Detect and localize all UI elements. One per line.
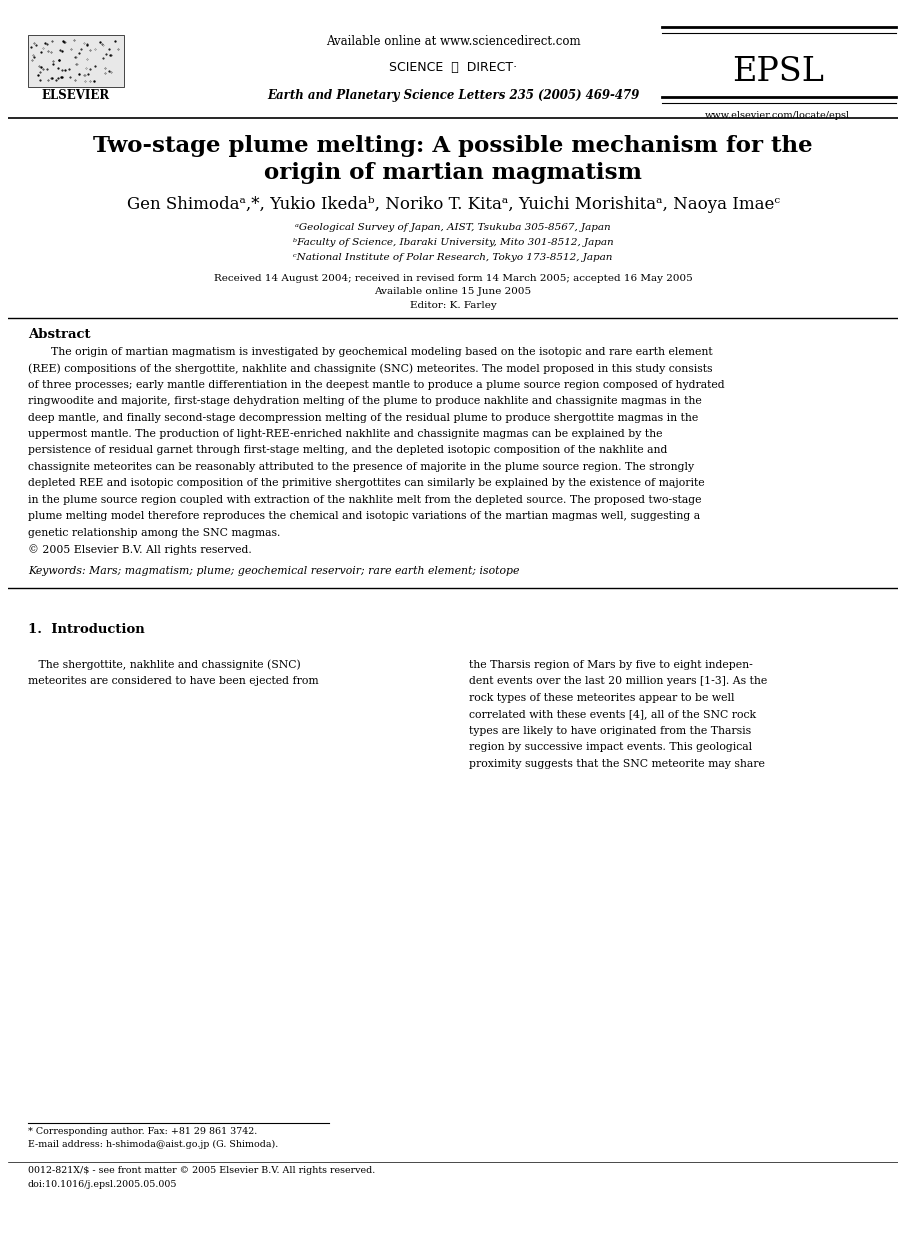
Text: region by successive impact events. This geological: region by successive impact events. This… — [469, 742, 752, 751]
Text: The origin of martian magmatism is investigated by geochemical modeling based on: The origin of martian magmatism is inves… — [51, 347, 713, 357]
Text: meteorites are considered to have been ejected from: meteorites are considered to have been e… — [28, 676, 318, 686]
Text: of three processes; early mantle differentiation in the deepest mantle to produc: of three processes; early mantle differe… — [28, 380, 725, 390]
Text: Editor: K. Farley: Editor: K. Farley — [410, 301, 496, 310]
Text: Available online at www.sciencedirect.com: Available online at www.sciencedirect.co… — [326, 35, 580, 48]
Text: in the plume source region coupled with extraction of the nakhlite melt from the: in the plume source region coupled with … — [28, 495, 701, 505]
Text: uppermost mantle. The production of light-REE-enriched nakhlite and chassignite : uppermost mantle. The production of ligh… — [28, 430, 662, 439]
Text: 0012-821X/$ - see front matter © 2005 Elsevier B.V. All rights reserved.: 0012-821X/$ - see front matter © 2005 El… — [28, 1166, 375, 1175]
Text: correlated with these events [4], all of the SNC rock: correlated with these events [4], all of… — [469, 709, 756, 719]
Text: ᶜNational Institute of Polar Research, Tokyo 173-8512, Japan: ᶜNational Institute of Polar Research, T… — [293, 253, 613, 261]
Text: E-mail address: h-shimoda@aist.go.jp (G. Shimoda).: E-mail address: h-shimoda@aist.go.jp (G.… — [28, 1140, 278, 1149]
Text: genetic relationship among the SNC magmas.: genetic relationship among the SNC magma… — [28, 527, 280, 537]
Text: www.elsevier.com/locate/epsl: www.elsevier.com/locate/epsl — [706, 111, 851, 120]
Text: ᵇFaculty of Science, Ibaraki University, Mito 301-8512, Japan: ᵇFaculty of Science, Ibaraki University,… — [293, 238, 613, 246]
Text: persistence of residual garnet through first-stage melting, and the depleted iso: persistence of residual garnet through f… — [28, 446, 668, 456]
Text: Gen Shimodaᵃ,*, Yukio Ikedaᵇ, Noriko T. Kitaᵃ, Yuichi Morishitaᵃ, Naoya Imaeᶜ: Gen Shimodaᵃ,*, Yukio Ikedaᵇ, Noriko T. … — [127, 196, 780, 213]
Text: depleted REE and isotopic composition of the primitive shergottites can similarl: depleted REE and isotopic composition of… — [28, 478, 705, 488]
Text: dent events over the last 20 million years [1-3]. As the: dent events over the last 20 million yea… — [469, 676, 767, 686]
Text: deep mantle, and finally second-stage decompression melting of the residual plum: deep mantle, and finally second-stage de… — [28, 412, 698, 422]
Text: 1.  Introduction: 1. Introduction — [28, 623, 145, 635]
Text: rock types of these meteorites appear to be well: rock types of these meteorites appear to… — [469, 692, 735, 703]
Text: * Corresponding author. Fax: +81 29 861 3742.: * Corresponding author. Fax: +81 29 861 … — [28, 1127, 258, 1135]
Text: ringwoodite and majorite, first-stage dehydration melting of the plume to produc: ringwoodite and majorite, first-stage de… — [28, 396, 702, 406]
Text: the Tharsis region of Mars by five to eight indepen-: the Tharsis region of Mars by five to ei… — [469, 660, 753, 670]
Text: proximity suggests that the SNC meteorite may share: proximity suggests that the SNC meteorit… — [469, 759, 765, 769]
Text: EPSL: EPSL — [732, 56, 824, 88]
Text: Two-stage plume melting: A possible mechanism for the: Two-stage plume melting: A possible mech… — [93, 135, 813, 157]
Text: (REE) compositions of the shergottite, nakhlite and chassignite (SNC) meteorites: (REE) compositions of the shergottite, n… — [28, 363, 712, 374]
Text: SCIENCE  ⓓ  DIRECT·: SCIENCE ⓓ DIRECT· — [389, 61, 517, 74]
Text: Keywords: Mars; magmatism; plume; geochemical reservoir; rare earth element; iso: Keywords: Mars; magmatism; plume; geoche… — [28, 566, 520, 576]
Text: Available online 15 June 2005: Available online 15 June 2005 — [375, 287, 532, 296]
Text: ELSEVIER: ELSEVIER — [42, 89, 110, 103]
Text: plume melting model therefore reproduces the chemical and isotopic variations of: plume melting model therefore reproduces… — [28, 511, 700, 521]
Text: © 2005 Elsevier B.V. All rights reserved.: © 2005 Elsevier B.V. All rights reserved… — [28, 545, 251, 555]
Text: Received 14 August 2004; received in revised form 14 March 2005; accepted 16 May: Received 14 August 2004; received in rev… — [214, 274, 692, 282]
Text: ᵃGeological Survey of Japan, AIST, Tsukuba 305-8567, Japan: ᵃGeological Survey of Japan, AIST, Tsuku… — [296, 223, 611, 232]
Text: The shergottite, nakhlite and chassignite (SNC): The shergottite, nakhlite and chassignit… — [28, 660, 300, 670]
Text: Abstract: Abstract — [28, 328, 91, 342]
Text: origin of martian magmatism: origin of martian magmatism — [264, 162, 642, 184]
Bar — [28, 35, 124, 87]
Text: Earth and Planetary Science Letters 235 (2005) 469-479: Earth and Planetary Science Letters 235 … — [267, 89, 639, 103]
Text: chassignite meteorites can be reasonably attributed to the presence of majorite : chassignite meteorites can be reasonably… — [28, 462, 694, 472]
Text: doi:10.1016/j.epsl.2005.05.005: doi:10.1016/j.epsl.2005.05.005 — [28, 1180, 178, 1188]
Text: types are likely to have originated from the Tharsis: types are likely to have originated from… — [469, 725, 751, 735]
